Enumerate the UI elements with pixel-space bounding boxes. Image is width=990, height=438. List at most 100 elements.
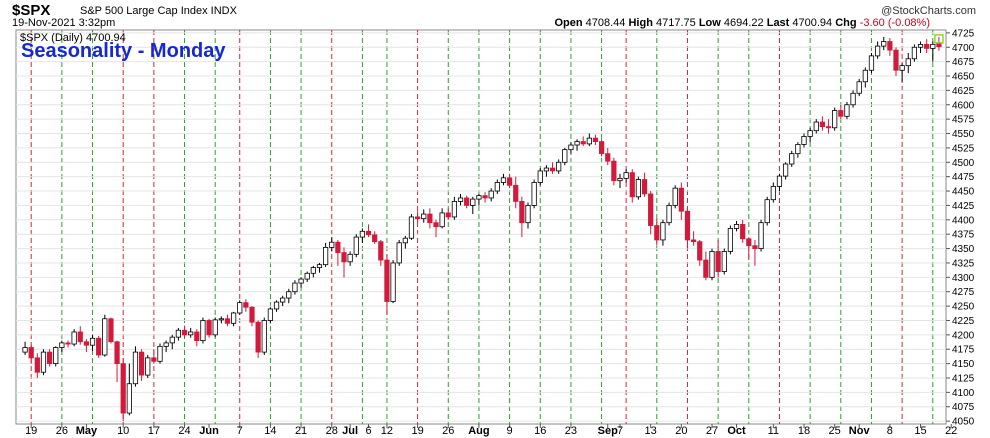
- candle-body: [525, 205, 531, 224]
- y-tick-label: 4250: [952, 302, 975, 313]
- candle-body: [433, 222, 439, 228]
- candle-body: [77, 331, 83, 343]
- y-tick-label: 4425: [952, 201, 975, 212]
- candle-body: [482, 195, 488, 199]
- candle-body: [832, 110, 838, 129]
- candle-body: [138, 351, 145, 376]
- candle-body: [697, 241, 703, 261]
- candle-body: [341, 252, 347, 263]
- candle-body: [537, 170, 543, 183]
- y-tick-label: 4725: [952, 28, 975, 39]
- candle-body: [801, 136, 807, 145]
- chart-date: 19-Nov-2021 3:32pm: [12, 17, 116, 29]
- candle-body: [286, 291, 292, 299]
- x-tick-label: 26: [56, 425, 68, 437]
- candle-body: [188, 331, 194, 336]
- candle-body: [690, 239, 697, 243]
- candle-body: [96, 337, 102, 356]
- y-tick-label: 4700: [952, 43, 975, 54]
- candle-body: [893, 49, 899, 71]
- y-tick-label: 4050: [952, 417, 975, 428]
- candle-body: [451, 201, 458, 218]
- x-tick-label: 11: [768, 425, 779, 437]
- candle-body: [531, 182, 537, 206]
- candle-body: [733, 224, 740, 229]
- candle-body: [151, 357, 157, 362]
- x-tick-label: Jul: [342, 425, 358, 437]
- candle-body: [506, 177, 513, 186]
- candle-body: [329, 241, 335, 248]
- candle-body: [470, 198, 476, 206]
- current-price-marker: [934, 34, 944, 44]
- candle-body: [65, 342, 71, 345]
- candle-body: [390, 262, 396, 302]
- copyright: @StockCharts.com: [881, 5, 976, 17]
- last-label: Last: [766, 17, 790, 29]
- candle-body: [249, 306, 255, 323]
- candle-body: [457, 197, 464, 202]
- candle-body: [850, 92, 856, 106]
- candle-body: [181, 329, 188, 336]
- candle-body: [500, 177, 507, 183]
- candle-body: [703, 259, 709, 278]
- x-tick-label: 19: [411, 425, 423, 437]
- high-label: High: [628, 17, 653, 29]
- candle-body: [789, 153, 795, 165]
- candle-body: [592, 137, 599, 142]
- candle-body: [782, 163, 789, 177]
- candle-body: [304, 272, 310, 280]
- candle-body: [825, 126, 832, 129]
- candle-body: [807, 130, 813, 137]
- candle-body: [365, 230, 372, 236]
- candle-body: [586, 137, 592, 145]
- candle-body: [856, 81, 862, 94]
- y-tick-label: 4325: [952, 258, 975, 269]
- candle-body: [218, 318, 224, 321]
- candle-body: [298, 278, 304, 284]
- candle-body: [22, 347, 28, 353]
- candle-body: [145, 357, 151, 376]
- candle-body: [316, 264, 323, 268]
- candle-body: [445, 212, 451, 218]
- x-tick-label: 15: [914, 425, 926, 437]
- horizontal-gridlines: [16, 32, 946, 422]
- x-tick-label: 6: [365, 425, 371, 437]
- high-value: 4717.75: [656, 17, 696, 29]
- candle-body: [715, 251, 721, 272]
- candle-body: [721, 251, 727, 272]
- candle-body: [672, 187, 678, 206]
- candle-body: [568, 144, 574, 151]
- series-legend: $SPX (Daily) 4700.94: [20, 32, 126, 44]
- candle-body: [169, 336, 175, 344]
- candle-body: [237, 302, 243, 314]
- y-tick-label: 4225: [952, 316, 975, 327]
- candle-body: [273, 301, 280, 310]
- candle-body: [635, 179, 642, 198]
- candle-body: [230, 312, 237, 324]
- candle-body: [464, 197, 470, 206]
- candle-body: [378, 241, 384, 261]
- candle-body: [494, 182, 500, 192]
- candle-body: [905, 58, 911, 67]
- candle-body: [28, 347, 34, 359]
- candle-body: [132, 351, 139, 385]
- x-tick-label: 10: [117, 425, 129, 437]
- y-tick-label: 4525: [952, 143, 975, 154]
- x-tick-label: 16: [534, 425, 546, 437]
- y-tick-label: 4475: [952, 172, 975, 183]
- candles: [22, 34, 944, 422]
- candle-body: [862, 69, 868, 83]
- x-tick-label: 21: [295, 425, 307, 437]
- candle-body: [924, 43, 930, 49]
- y-tick-label: 4100: [952, 388, 975, 399]
- x-tick-label: Nov: [849, 425, 871, 437]
- candle-body: [678, 187, 684, 212]
- last-value: 4700.94: [792, 17, 833, 29]
- candle-body: [34, 357, 40, 373]
- candle-body: [310, 267, 316, 274]
- candle-body: [513, 184, 519, 202]
- open-label: Open: [554, 17, 583, 29]
- x-tick-label: 22: [945, 425, 957, 437]
- y-tick-label: 4275: [952, 287, 975, 298]
- y-tick-label: 4500: [952, 158, 975, 169]
